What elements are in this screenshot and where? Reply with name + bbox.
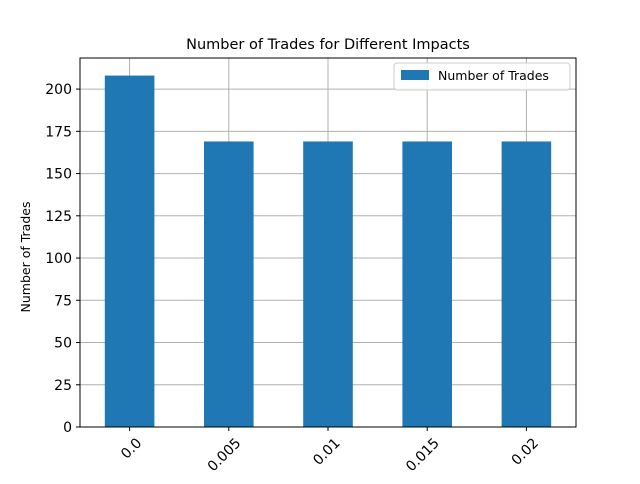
legend-label: Number of Trades (438, 68, 549, 83)
y-tick-label: 100 (45, 251, 72, 267)
bar (104, 75, 155, 428)
y-tick-label: 150 (45, 167, 72, 183)
y-tick-label: 200 (45, 82, 72, 98)
y-tick-label: 50 (54, 336, 72, 352)
bar (402, 141, 452, 427)
y-tick-label: 25 (54, 378, 72, 394)
legend-swatch (401, 70, 429, 80)
y-tick-label: 175 (45, 124, 72, 140)
chart-title: Number of Trades for Different Impacts (186, 37, 470, 53)
y-tick-label: 0 (63, 420, 72, 436)
bar (501, 141, 552, 427)
y-tick-label: 75 (54, 293, 72, 309)
legend-box (393, 62, 571, 91)
y-axis-ticks: 0 25 50 75 100 125 150 175 200 (45, 82, 80, 436)
legend: Number of Trades (393, 62, 571, 91)
bars (104, 75, 552, 428)
bar (303, 141, 353, 427)
y-tick-label: 125 (45, 209, 72, 225)
bar (204, 141, 254, 427)
y-axis-label: Number of Trades (18, 202, 33, 313)
